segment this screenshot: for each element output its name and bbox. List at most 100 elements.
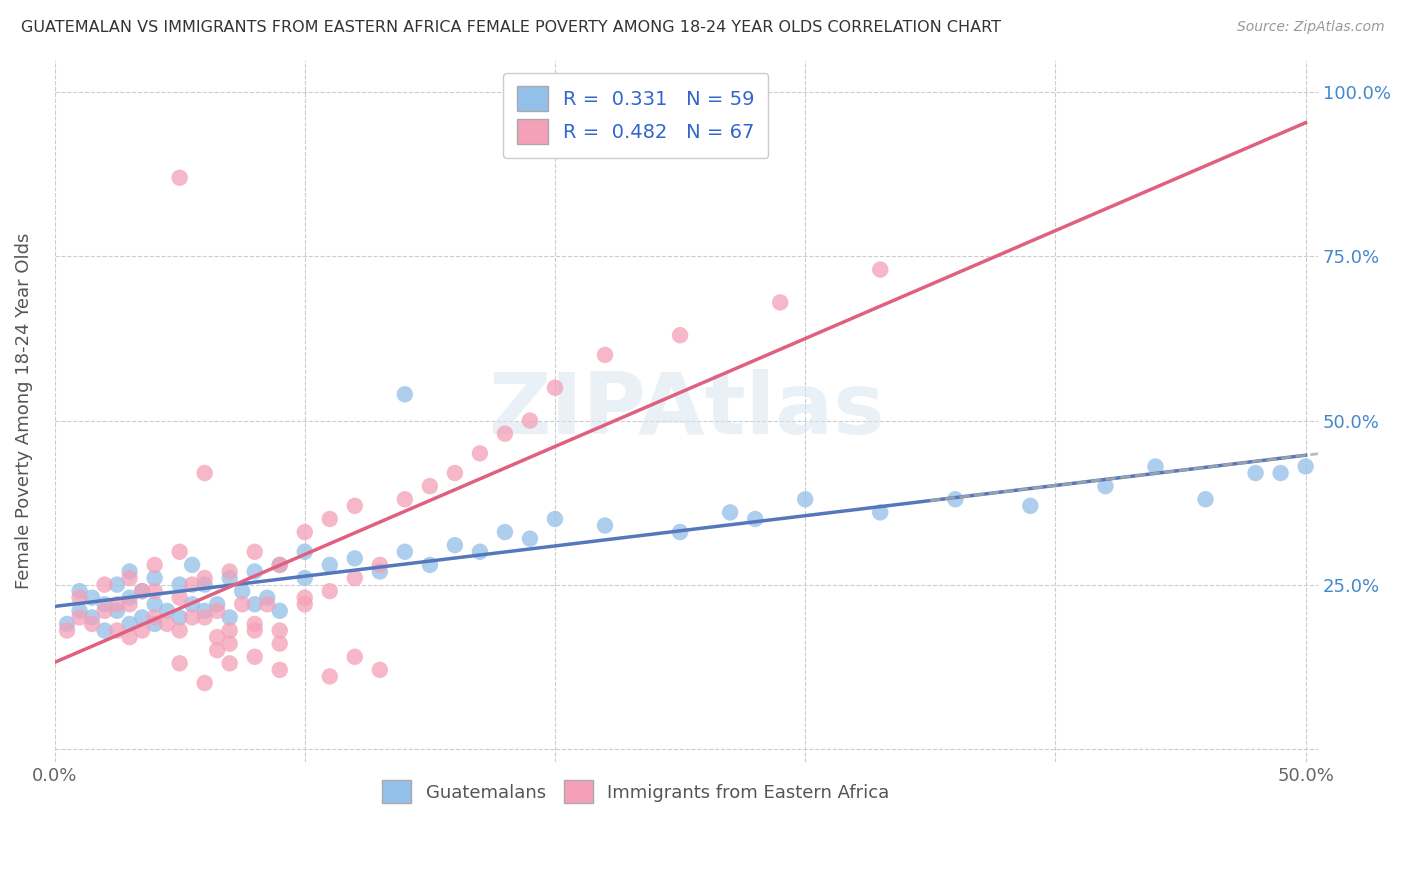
- Point: [80, 610, 103, 624]
- Point: [243, 617, 266, 632]
- Point: [294, 597, 316, 611]
- Point: [131, 584, 153, 599]
- Point: [794, 492, 817, 507]
- Point: [231, 597, 253, 611]
- Point: [394, 492, 416, 507]
- Text: ZIPAtlas: ZIPAtlas: [488, 369, 884, 452]
- Point: [368, 558, 391, 572]
- Point: [143, 558, 166, 572]
- Point: [118, 597, 141, 611]
- Point: [218, 571, 240, 585]
- Point: [105, 597, 128, 611]
- Point: [519, 413, 541, 427]
- Point: [243, 597, 266, 611]
- Point: [169, 624, 191, 638]
- Point: [343, 571, 366, 585]
- Point: [181, 558, 204, 572]
- Point: [243, 624, 266, 638]
- Point: [181, 577, 204, 591]
- Point: [1194, 492, 1216, 507]
- Point: [105, 577, 128, 591]
- Point: [169, 545, 191, 559]
- Point: [69, 604, 91, 618]
- Point: [1144, 459, 1167, 474]
- Point: [269, 624, 291, 638]
- Point: [143, 597, 166, 611]
- Point: [1295, 459, 1317, 474]
- Point: [269, 637, 291, 651]
- Point: [769, 295, 792, 310]
- Y-axis label: Female Poverty Among 18-24 Year Olds: Female Poverty Among 18-24 Year Olds: [15, 233, 32, 589]
- Point: [56, 624, 79, 638]
- Point: [294, 525, 316, 540]
- Point: [93, 624, 115, 638]
- Point: [218, 657, 240, 671]
- Point: [118, 565, 141, 579]
- Point: [218, 624, 240, 638]
- Point: [368, 565, 391, 579]
- Point: [544, 512, 567, 526]
- Point: [1094, 479, 1116, 493]
- Point: [1019, 499, 1042, 513]
- Point: [269, 663, 291, 677]
- Point: [143, 584, 166, 599]
- Point: [105, 604, 128, 618]
- Point: [1270, 466, 1292, 480]
- Point: [156, 617, 179, 632]
- Point: [269, 558, 291, 572]
- Point: [943, 492, 966, 507]
- Point: [118, 630, 141, 644]
- Point: [468, 446, 491, 460]
- Point: [156, 604, 179, 618]
- Point: [169, 657, 191, 671]
- Point: [93, 597, 115, 611]
- Point: [218, 565, 240, 579]
- Point: [294, 591, 316, 605]
- Point: [69, 610, 91, 624]
- Point: [118, 617, 141, 632]
- Point: [56, 617, 79, 632]
- Point: [131, 584, 153, 599]
- Point: [169, 170, 191, 185]
- Point: [231, 584, 253, 599]
- Point: [243, 545, 266, 559]
- Point: [69, 584, 91, 599]
- Point: [718, 505, 741, 519]
- Point: [669, 328, 692, 343]
- Point: [205, 630, 228, 644]
- Point: [143, 610, 166, 624]
- Point: [468, 545, 491, 559]
- Point: [93, 604, 115, 618]
- Point: [444, 538, 467, 552]
- Point: [131, 610, 153, 624]
- Point: [494, 426, 516, 441]
- Text: Source: ZipAtlas.com: Source: ZipAtlas.com: [1237, 20, 1385, 34]
- Point: [143, 617, 166, 632]
- Point: [419, 558, 441, 572]
- Point: [368, 663, 391, 677]
- Point: [419, 479, 441, 493]
- Point: [243, 565, 266, 579]
- Point: [205, 643, 228, 657]
- Point: [194, 610, 217, 624]
- Text: GUATEMALAN VS IMMIGRANTS FROM EASTERN AFRICA FEMALE POVERTY AMONG 18-24 YEAR OLD: GUATEMALAN VS IMMIGRANTS FROM EASTERN AF…: [21, 20, 1001, 35]
- Point: [669, 525, 692, 540]
- Point: [80, 617, 103, 632]
- Point: [593, 518, 616, 533]
- Point: [205, 604, 228, 618]
- Point: [394, 387, 416, 401]
- Point: [205, 597, 228, 611]
- Point: [744, 512, 766, 526]
- Point: [105, 624, 128, 638]
- Point: [869, 505, 891, 519]
- Point: [394, 545, 416, 559]
- Point: [319, 669, 342, 683]
- Point: [256, 591, 278, 605]
- Point: [343, 551, 366, 566]
- Point: [294, 545, 316, 559]
- Point: [93, 577, 115, 591]
- Point: [118, 591, 141, 605]
- Point: [343, 649, 366, 664]
- Point: [131, 624, 153, 638]
- Point: [194, 571, 217, 585]
